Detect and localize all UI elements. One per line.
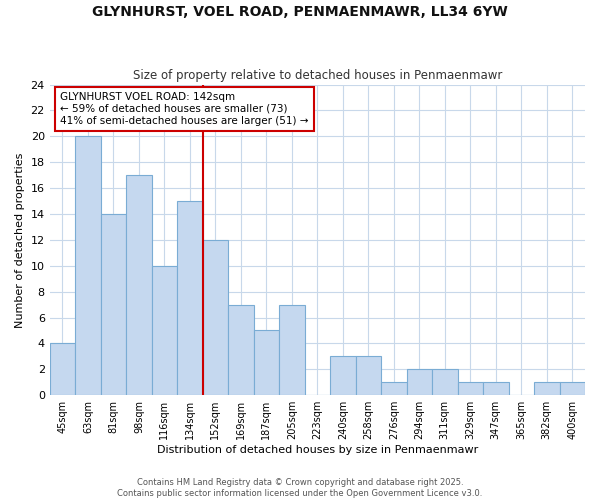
Bar bbox=[228, 304, 254, 395]
Bar bbox=[152, 266, 177, 395]
Bar bbox=[560, 382, 585, 395]
Bar bbox=[254, 330, 279, 395]
Bar bbox=[407, 370, 432, 395]
Bar bbox=[101, 214, 126, 395]
Bar bbox=[381, 382, 407, 395]
Text: Contains HM Land Registry data © Crown copyright and database right 2025.
Contai: Contains HM Land Registry data © Crown c… bbox=[118, 478, 482, 498]
Text: GLYNHURST, VOEL ROAD, PENMAENMAWR, LL34 6YW: GLYNHURST, VOEL ROAD, PENMAENMAWR, LL34 … bbox=[92, 5, 508, 19]
Y-axis label: Number of detached properties: Number of detached properties bbox=[15, 152, 25, 328]
Bar bbox=[330, 356, 356, 395]
Title: Size of property relative to detached houses in Penmaenmawr: Size of property relative to detached ho… bbox=[133, 69, 502, 82]
Bar bbox=[458, 382, 483, 395]
Bar bbox=[279, 304, 305, 395]
Text: GLYNHURST VOEL ROAD: 142sqm
← 59% of detached houses are smaller (73)
41% of sem: GLYNHURST VOEL ROAD: 142sqm ← 59% of det… bbox=[61, 92, 309, 126]
Bar bbox=[177, 201, 203, 395]
Bar bbox=[50, 344, 75, 395]
Bar bbox=[203, 240, 228, 395]
Bar bbox=[483, 382, 509, 395]
Bar bbox=[126, 175, 152, 395]
X-axis label: Distribution of detached houses by size in Penmaenmawr: Distribution of detached houses by size … bbox=[157, 445, 478, 455]
Bar bbox=[356, 356, 381, 395]
Bar bbox=[534, 382, 560, 395]
Bar bbox=[75, 136, 101, 395]
Bar bbox=[432, 370, 458, 395]
